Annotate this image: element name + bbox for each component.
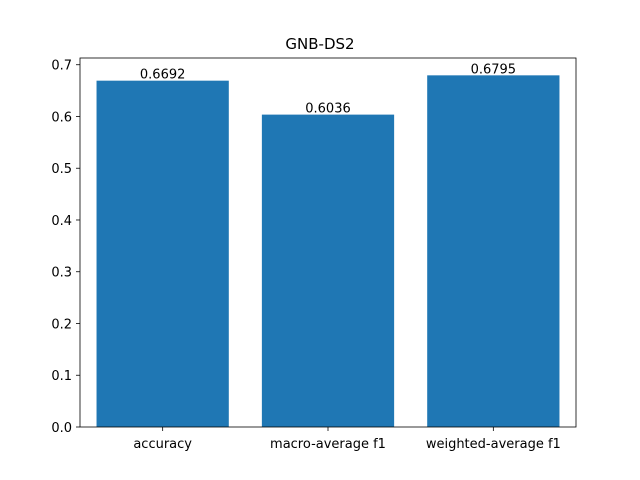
chart-title: GNB-DS2	[285, 35, 354, 53]
y-tick-label: 0.6	[51, 110, 72, 125]
axes-frame	[79, 57, 577, 428]
bar-1	[96, 80, 229, 428]
bar-value-label: 0.6036	[305, 102, 351, 117]
x-tick-label: weighted-average f1	[426, 437, 561, 452]
x-tick-label: accuracy	[133, 437, 192, 452]
bar-3	[427, 75, 560, 427]
bar-2	[261, 114, 395, 427]
y-tick-label: 0.2	[51, 317, 72, 332]
bar-value-label: 0.6795	[471, 62, 517, 77]
bar-value-label: 0.6692	[140, 68, 186, 83]
y-tick-label: 0.7	[51, 59, 72, 74]
x-tick-label: macro-average f1	[270, 437, 386, 452]
y-tick-label: 0.3	[51, 266, 72, 281]
y-tick-label: 0.0	[51, 421, 72, 436]
y-tick-label: 0.4	[51, 214, 72, 229]
y-tick-label: 0.5	[51, 162, 72, 177]
plot-area: 0.6692 accuracy 0.6036 macro-average f1 0.67…	[51, 57, 577, 452]
y-tick-label: 0.1	[51, 369, 72, 384]
